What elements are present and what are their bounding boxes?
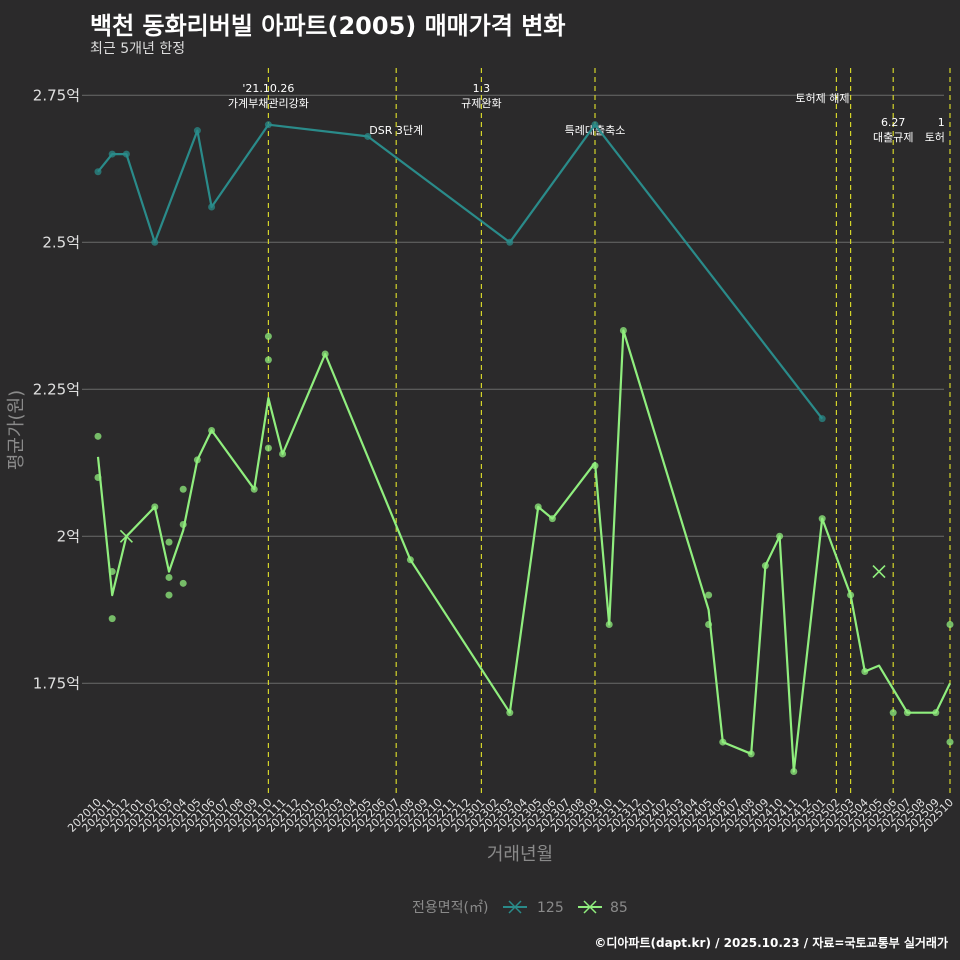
data-point — [108, 568, 116, 576]
data-point — [179, 579, 187, 587]
data-point — [790, 767, 798, 775]
data-point — [264, 356, 272, 364]
event-lines — [267, 68, 951, 795]
data-point — [705, 620, 713, 628]
y-tick-label: 1.75억 — [33, 674, 80, 692]
series-line-85 — [96, 329, 951, 773]
event-label: 대출규제 — [873, 131, 913, 144]
data-point — [406, 556, 414, 564]
data-point — [705, 591, 713, 599]
event-label: 토허제 해제 — [795, 91, 849, 105]
event-label: 6.27 — [881, 116, 906, 129]
data-point — [719, 738, 727, 746]
data-point — [264, 444, 272, 452]
data-point — [506, 709, 514, 717]
x-axis-ticks: 2020102020112020122021012021022021032021… — [65, 796, 956, 835]
series-line-125 — [97, 123, 824, 420]
data-point — [94, 473, 102, 481]
event-label: 1.3 — [473, 82, 491, 95]
data-point — [747, 750, 755, 758]
legend-label-85: 85 — [610, 900, 628, 916]
legend-label-125: 125 — [537, 900, 564, 916]
data-point — [151, 238, 159, 246]
event-label: 10.1 — [938, 116, 960, 129]
y-tick-label: 2.75억 — [33, 86, 80, 104]
chart-title: 백천 동화리버빌 아파트(2005) 매매가격 변화 — [90, 12, 566, 40]
event-label: 토허제확대 — [925, 131, 960, 144]
event-label: '21.10.26 — [242, 82, 294, 95]
data-point — [946, 738, 954, 746]
legend-item-85: 85 — [578, 900, 628, 916]
data-point — [818, 515, 826, 523]
data-point — [761, 562, 769, 570]
grid-lines — [88, 94, 944, 684]
event-label: DSR 3단계 — [369, 124, 423, 137]
y-axis-ticks: 1.75억 2억 2.25억 2.5억 2.75억 — [33, 86, 88, 692]
event-label: 규제완화 — [461, 97, 501, 110]
data-point — [889, 709, 897, 717]
data-point — [208, 203, 216, 211]
event-label: 가계부채관리강화 — [228, 97, 309, 110]
data-point — [903, 709, 911, 717]
data-point — [932, 709, 940, 717]
data-point — [165, 573, 173, 581]
data-point — [264, 121, 272, 129]
data-point — [108, 150, 116, 158]
source-caption: ©디아파트(dapt.kr) / 2025.10.23 / 자료=국토교통부 실… — [594, 936, 948, 950]
data-point — [250, 485, 258, 493]
data-point — [279, 450, 287, 458]
cross-marker — [119, 529, 133, 543]
data-point — [548, 515, 556, 523]
data-point — [591, 462, 599, 470]
y-tick-label: 2.25억 — [33, 380, 80, 398]
data-point — [861, 668, 869, 676]
data-point — [818, 415, 826, 423]
series-group — [94, 121, 954, 775]
data-point — [619, 326, 627, 334]
data-point — [193, 456, 201, 464]
y-tick-label: 2억 — [57, 527, 80, 545]
data-point — [605, 620, 613, 628]
data-point — [534, 503, 542, 511]
data-point — [776, 532, 784, 540]
data-point — [264, 332, 272, 340]
series-125 — [94, 121, 826, 423]
data-point — [506, 238, 514, 246]
data-point — [94, 168, 102, 176]
data-point — [122, 150, 130, 158]
y-tick-label: 2.5억 — [42, 233, 80, 251]
data-point — [321, 350, 329, 358]
data-point — [847, 591, 855, 599]
x-axis-label: 거래년월 — [487, 844, 553, 865]
cross-marker — [872, 564, 886, 579]
legend-title: 전용면적(㎡) — [412, 900, 488, 916]
data-point — [151, 503, 159, 511]
event-label: 특례대출축소 — [565, 124, 626, 137]
data-point — [94, 432, 102, 440]
data-point — [193, 127, 201, 135]
data-point — [179, 521, 187, 529]
legend: 전용면적(㎡) 125 85 — [412, 900, 628, 916]
series-85 — [94, 326, 954, 775]
data-point — [165, 538, 173, 546]
y-axis-label: 평균가(원) — [6, 390, 27, 470]
data-point — [591, 121, 599, 129]
data-point — [179, 485, 187, 493]
data-point — [208, 426, 216, 434]
data-point — [946, 620, 954, 628]
legend-item-125: 125 — [503, 900, 564, 916]
data-point — [364, 132, 372, 140]
data-point — [165, 591, 173, 599]
chart-subtitle: 최근 5개년 한정 — [90, 41, 186, 57]
data-point — [108, 615, 116, 623]
